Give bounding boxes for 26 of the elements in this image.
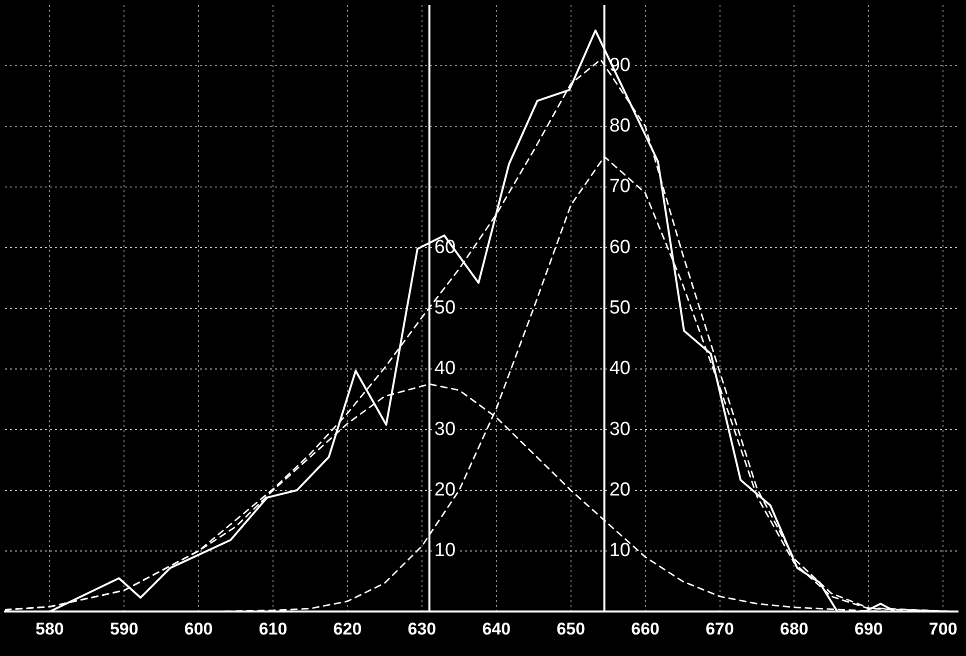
y-tick-label: 20 [434,480,456,501]
x-tick-label: 630 [408,619,436,638]
y2-tick-label: 30 [609,418,630,440]
x-tick-label: 600 [184,619,213,638]
y2-tick-label: 10 [609,540,630,562]
y-tick-label: 50 [434,298,456,319]
y2-tick-label: 70 [609,176,630,198]
y2-tick-label: 40 [609,358,630,380]
y-tick-label: 30 [434,418,456,440]
y2-tick-label: 20 [609,480,630,501]
y-tick-label: 10 [434,540,456,562]
y2-tick-label: 50 [609,298,630,319]
x-tick-label: 640 [482,619,511,638]
x-tick-label: 580 [35,619,64,638]
y2-tick-label: 80 [609,116,630,137]
x-tick-label: 590 [110,619,138,638]
x-tick-label: 620 [333,619,362,638]
x-tick-label: 650 [556,619,586,638]
x-tick-label: 660 [631,619,660,638]
x-tick-label: 610 [258,619,288,638]
y-tick-label: 40 [434,358,456,380]
x-tick-label: 680 [780,619,808,638]
x-tick-label: 700 [928,619,958,638]
x-tick-label: 670 [706,619,734,638]
y2-tick-label: 60 [609,236,630,258]
x-tick-label: 690 [854,619,883,638]
